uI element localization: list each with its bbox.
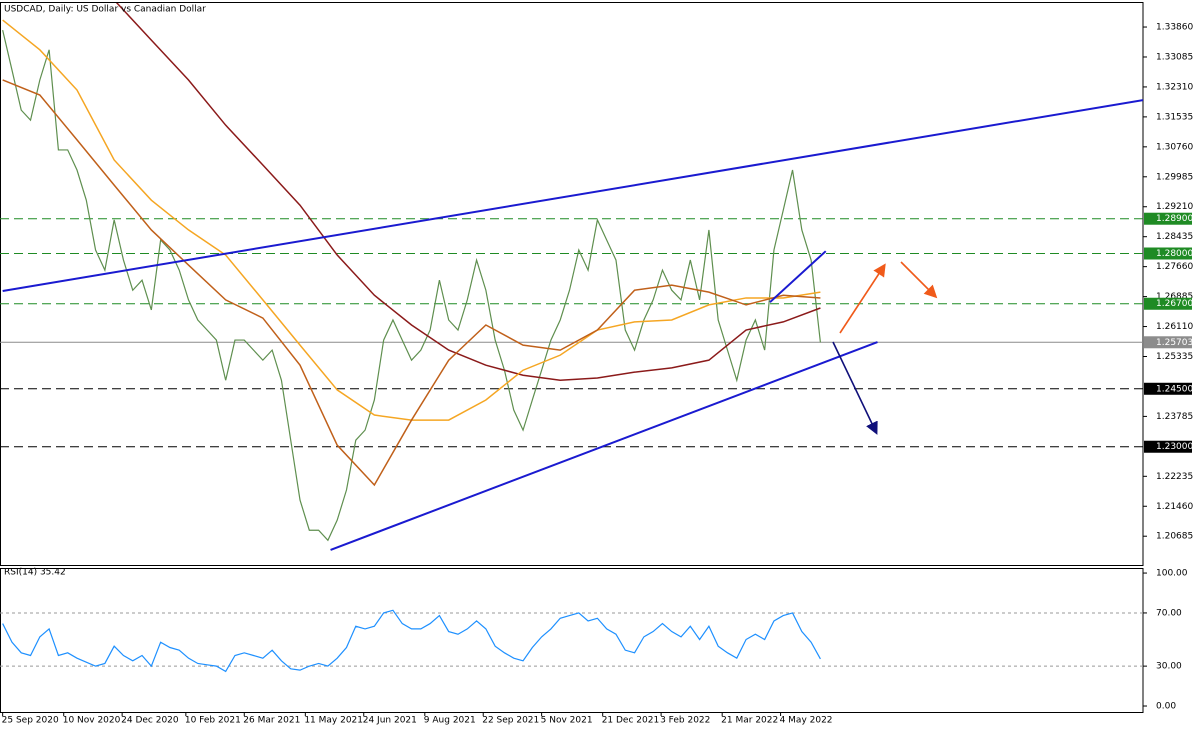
price-level-label: 1.23000 [1156,442,1193,452]
rsi-plot [0,609,1143,673]
x-tick-label: 10 Nov 2020 [63,716,121,726]
y-tick-label: 1.26110 [1156,322,1193,332]
y-tick-label: 1.26885 [1156,292,1193,302]
x-tick-label: 11 May 2021 [304,716,363,726]
x-tick-label: 10 Feb 2021 [185,716,241,726]
series-line [115,3,821,382]
y-tick-label: 1.21460 [1156,502,1193,512]
y-tick-label: 1.20685 [1156,532,1193,542]
y-tick-label: 1.23785 [1156,412,1193,422]
scenario-arrow [832,341,878,435]
y-tick-label: 1.30760 [1156,142,1193,152]
x-tick-label: 24 Jun 2021 [363,716,417,726]
price-level-box [1144,212,1192,225]
price-level-label: 1.28000 [1156,249,1193,259]
y-tick-label: 100.00 [1156,569,1188,579]
trendline [769,250,827,303]
price-level-box [1144,382,1192,395]
x-tick-label: 3 Feb 2022 [660,716,710,726]
y-tick-label: 1.22235 [1156,472,1193,482]
y-tick-label: 1.27660 [1156,262,1193,272]
x-tick-label: 5 Nov 2021 [541,716,593,726]
series-line [2,609,821,673]
series-line [2,79,821,487]
y-tick-label: 1.29210 [1156,202,1193,212]
price-level-label: 1.25703 [1156,338,1193,348]
y-tick-label: 70.00 [1156,608,1182,618]
trendline [330,341,878,551]
x-tick-label: 25 Sep 2020 [2,716,59,726]
x-tick-label: 22 Sep 2021 [482,716,539,726]
scenario-arrow [839,263,886,334]
price-level-box [1144,247,1192,260]
panel-title: RSI(14) 35.42 [4,568,66,578]
y-tick-label: 1.29985 [1156,172,1193,182]
x-tick-label: 9 Aug 2021 [424,716,476,726]
price-plot [0,3,1143,551]
panel-title: USDCAD, Daily: US Dollar vs Canadian Dol… [4,5,206,15]
price-level-label: 1.28900 [1156,214,1193,224]
x-tick-label: 26 Mar 2021 [243,716,300,726]
scenario-arrow [900,261,938,299]
price-level-box [1144,440,1192,453]
y-tick-label: 30.00 [1156,662,1182,672]
price-level-label: 1.24500 [1156,384,1193,394]
series-line [2,29,822,542]
trendline [2,99,1143,292]
price-level-box [1144,297,1192,310]
price-level-label: 1.26700 [1156,299,1193,309]
price-level-box [1144,336,1192,349]
y-tick-label: 1.25335 [1156,352,1193,362]
x-tick-label: 24 Dec 2020 [121,716,179,726]
price-panel-frame [0,2,1144,566]
x-tick-label: 21 Mar 2022 [721,716,778,726]
y-tick-label: 0.00 [1156,702,1176,712]
rsi-panel-frame [0,568,1144,713]
x-tick-label: 4 May 2022 [780,716,833,726]
y-tick-label: 1.33085 [1156,52,1193,62]
x-tick-label: 21 Dec 2021 [602,716,660,726]
y-tick-label: 1.32310 [1156,82,1193,92]
axes: USDCAD, Daily: US Dollar vs Canadian Dol… [2,5,1194,726]
y-tick-label: 1.28435 [1156,232,1193,242]
y-tick-label: 1.33860 [1156,23,1193,33]
y-tick-label: 1.31535 [1156,112,1193,122]
